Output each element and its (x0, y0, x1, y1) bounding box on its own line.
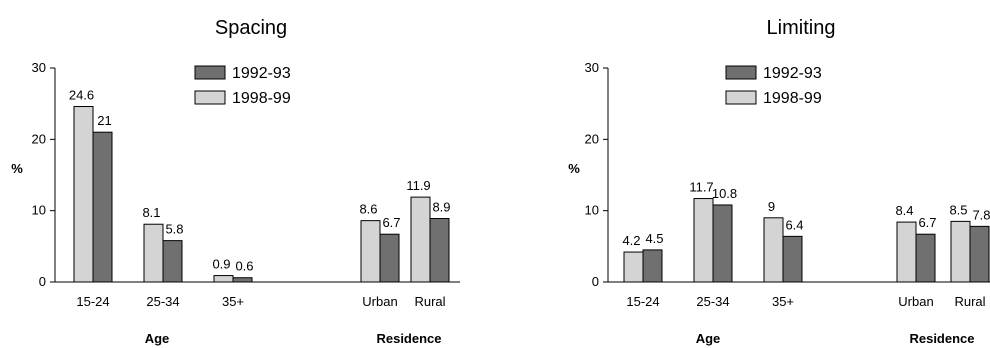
limiting-bar-1998-99-25-34 (693, 198, 714, 283)
spacing-data-label-1992-93-Urban: 6.7 (382, 215, 400, 230)
limiting-group-label-residence: Residence (909, 331, 974, 346)
spacing-category-label-15-24: 15-24 (76, 294, 109, 309)
spacing-legend: 1992-93 1998-99 (194, 65, 291, 107)
limiting-bar-1998-99-35+ (763, 217, 784, 283)
limiting-bar-1998-99-Rural (950, 220, 971, 283)
spacing-data-label-1998-99-25-34: 8.1 (142, 205, 160, 220)
spacing-category-labels: 15-24 25-34 35+ Urban Rural (76, 294, 445, 309)
limiting-bar-1992-93-35+ (782, 235, 803, 283)
spacing-y-tick-label: 20 (32, 131, 46, 146)
limiting-bar-1992-93-Urban (915, 233, 936, 283)
spacing-data-label-1992-93-35+: 0.6 (235, 259, 253, 274)
spacing-bar-1998-99-25-34 (143, 223, 164, 283)
spacing-chart: Spacing % 0 10 20 30 24.621 8.1 5.8 0.9 0.6 8.6 6… (11, 17, 460, 346)
spacing-data-label-1992-93-25-34: 5.8 (165, 222, 183, 237)
limiting-data-label-1998-99-Rural: 8.5 (949, 202, 967, 217)
spacing-category-label-25-34: 25-34 (146, 294, 179, 309)
spacing-category-label-Urban: Urban (362, 294, 397, 309)
spacing-group-label-residence: Residence (376, 331, 441, 346)
spacing-bar-1992-93-15-24 (92, 131, 113, 283)
spacing-category-label-Rural: Rural (414, 294, 445, 309)
limiting-legend-label-1998-99: 1998-99 (763, 90, 822, 107)
limiting-category-label-15-24: 15-24 (626, 294, 659, 309)
spacing-bar-1998-99-15-24 (73, 106, 94, 283)
spacing-data-label-1998-99-35+: 0.9 (212, 257, 230, 272)
spacing-data-label-1992-93-Rural: 8.9 (432, 200, 450, 215)
limiting-y-tick-label: 0 (592, 274, 599, 289)
spacing-bar-1998-99-Rural (410, 196, 431, 283)
spacing-bar-1992-93-Urban (379, 233, 400, 283)
limiting-data-label-1998-99-Urban: 8.4 (895, 203, 913, 218)
spacing-bar-1992-93-35+ (232, 277, 253, 283)
limiting-legend: 1992-93 1998-99 (725, 65, 822, 107)
spacing-data-label-1998-99-15-24: 24.6 (69, 88, 94, 103)
limiting-chart: Limiting % 0 10 20 30 4.2 4.5 11.710.8 9 6.4 8.4… (568, 17, 990, 346)
spacing-legend-swatch-1998-99 (194, 90, 226, 105)
spacing-y-tick-label: 0 (39, 274, 46, 289)
limiting-legend-swatch-1998-99 (725, 90, 757, 105)
limiting-data-label-1992-93-35+: 6.4 (785, 217, 803, 232)
limiting-group-label-age: Age (696, 331, 721, 346)
spacing-y-axis-label: % (11, 161, 23, 176)
limiting-data-label-1992-93-15-24: 4.5 (645, 231, 663, 246)
limiting-data-label-1992-93-25-34: 10.8 (712, 186, 737, 201)
spacing-legend-label-1992-93: 1992-93 (232, 65, 291, 82)
limiting-y-tick-label: 30 (585, 60, 599, 75)
spacing-legend-label-1998-99: 1998-99 (232, 90, 291, 107)
spacing-y-tick-label: 10 (32, 203, 46, 218)
spacing-bar-1998-99-Urban (360, 220, 381, 283)
limiting-legend-swatch-1992-93 (725, 65, 757, 80)
limiting-data-label-1992-93-Urban: 6.7 (918, 215, 936, 230)
spacing-bar-1998-99-35+ (213, 275, 234, 283)
limiting-category-label-35+: 35+ (772, 294, 794, 309)
limiting-bar-1998-99-Urban (896, 221, 917, 283)
spacing-legend-swatch-1992-93 (194, 65, 226, 80)
limiting-y-tick-label: 20 (585, 131, 599, 146)
limiting-y-axis-label: % (568, 161, 580, 176)
spacing-category-label-35+: 35+ (222, 294, 244, 309)
limiting-category-label-Rural: Rural (954, 294, 985, 309)
limiting-category-labels: 15-24 25-34 35+ Urban Rural (626, 294, 985, 309)
limiting-title: Limiting (767, 17, 836, 39)
limiting-bar-1992-93-25-34 (712, 204, 733, 283)
spacing-title: Spacing (215, 17, 287, 39)
limiting-bar-1998-99-15-24 (623, 251, 644, 283)
limiting-legend-label-1992-93: 1992-93 (763, 65, 822, 82)
limiting-data-labels: 4.2 4.5 11.710.8 9 6.4 8.4 6.7 8.5 7.8 (622, 180, 990, 249)
limiting-category-label-25-34: 25-34 (696, 294, 729, 309)
spacing-group-label-age: Age (145, 331, 170, 346)
limiting-data-label-1992-93-Rural: 7.8 (972, 207, 990, 222)
spacing-bar-1992-93-25-34 (162, 240, 183, 283)
limiting-bar-1992-93-15-24 (642, 249, 663, 283)
spacing-y-tick-label: 30 (32, 60, 46, 75)
limiting-data-label-1998-99-25-34: 11.7 (689, 180, 713, 195)
limiting-category-label-Urban: Urban (898, 294, 933, 309)
limiting-bar-1992-93-Rural (969, 225, 990, 283)
spacing-data-label-1998-99-Rural: 11.9 (406, 178, 430, 193)
limiting-bars (623, 198, 990, 283)
limiting-data-label-1998-99-15-24: 4.2 (622, 233, 640, 248)
limiting-data-label-1998-99-35+: 9 (768, 199, 775, 214)
spacing-data-label-1998-99-Urban: 8.6 (359, 202, 377, 217)
limiting-y-tick-label: 10 (585, 203, 599, 218)
spacing-data-label-1992-93-15-24: 21 (97, 113, 111, 128)
spacing-bar-1992-93-Rural (429, 218, 450, 283)
spacing-data-labels: 24.621 8.1 5.8 0.9 0.6 8.6 6.7 11.98.9 (69, 88, 451, 274)
spacing-bars (73, 106, 450, 283)
